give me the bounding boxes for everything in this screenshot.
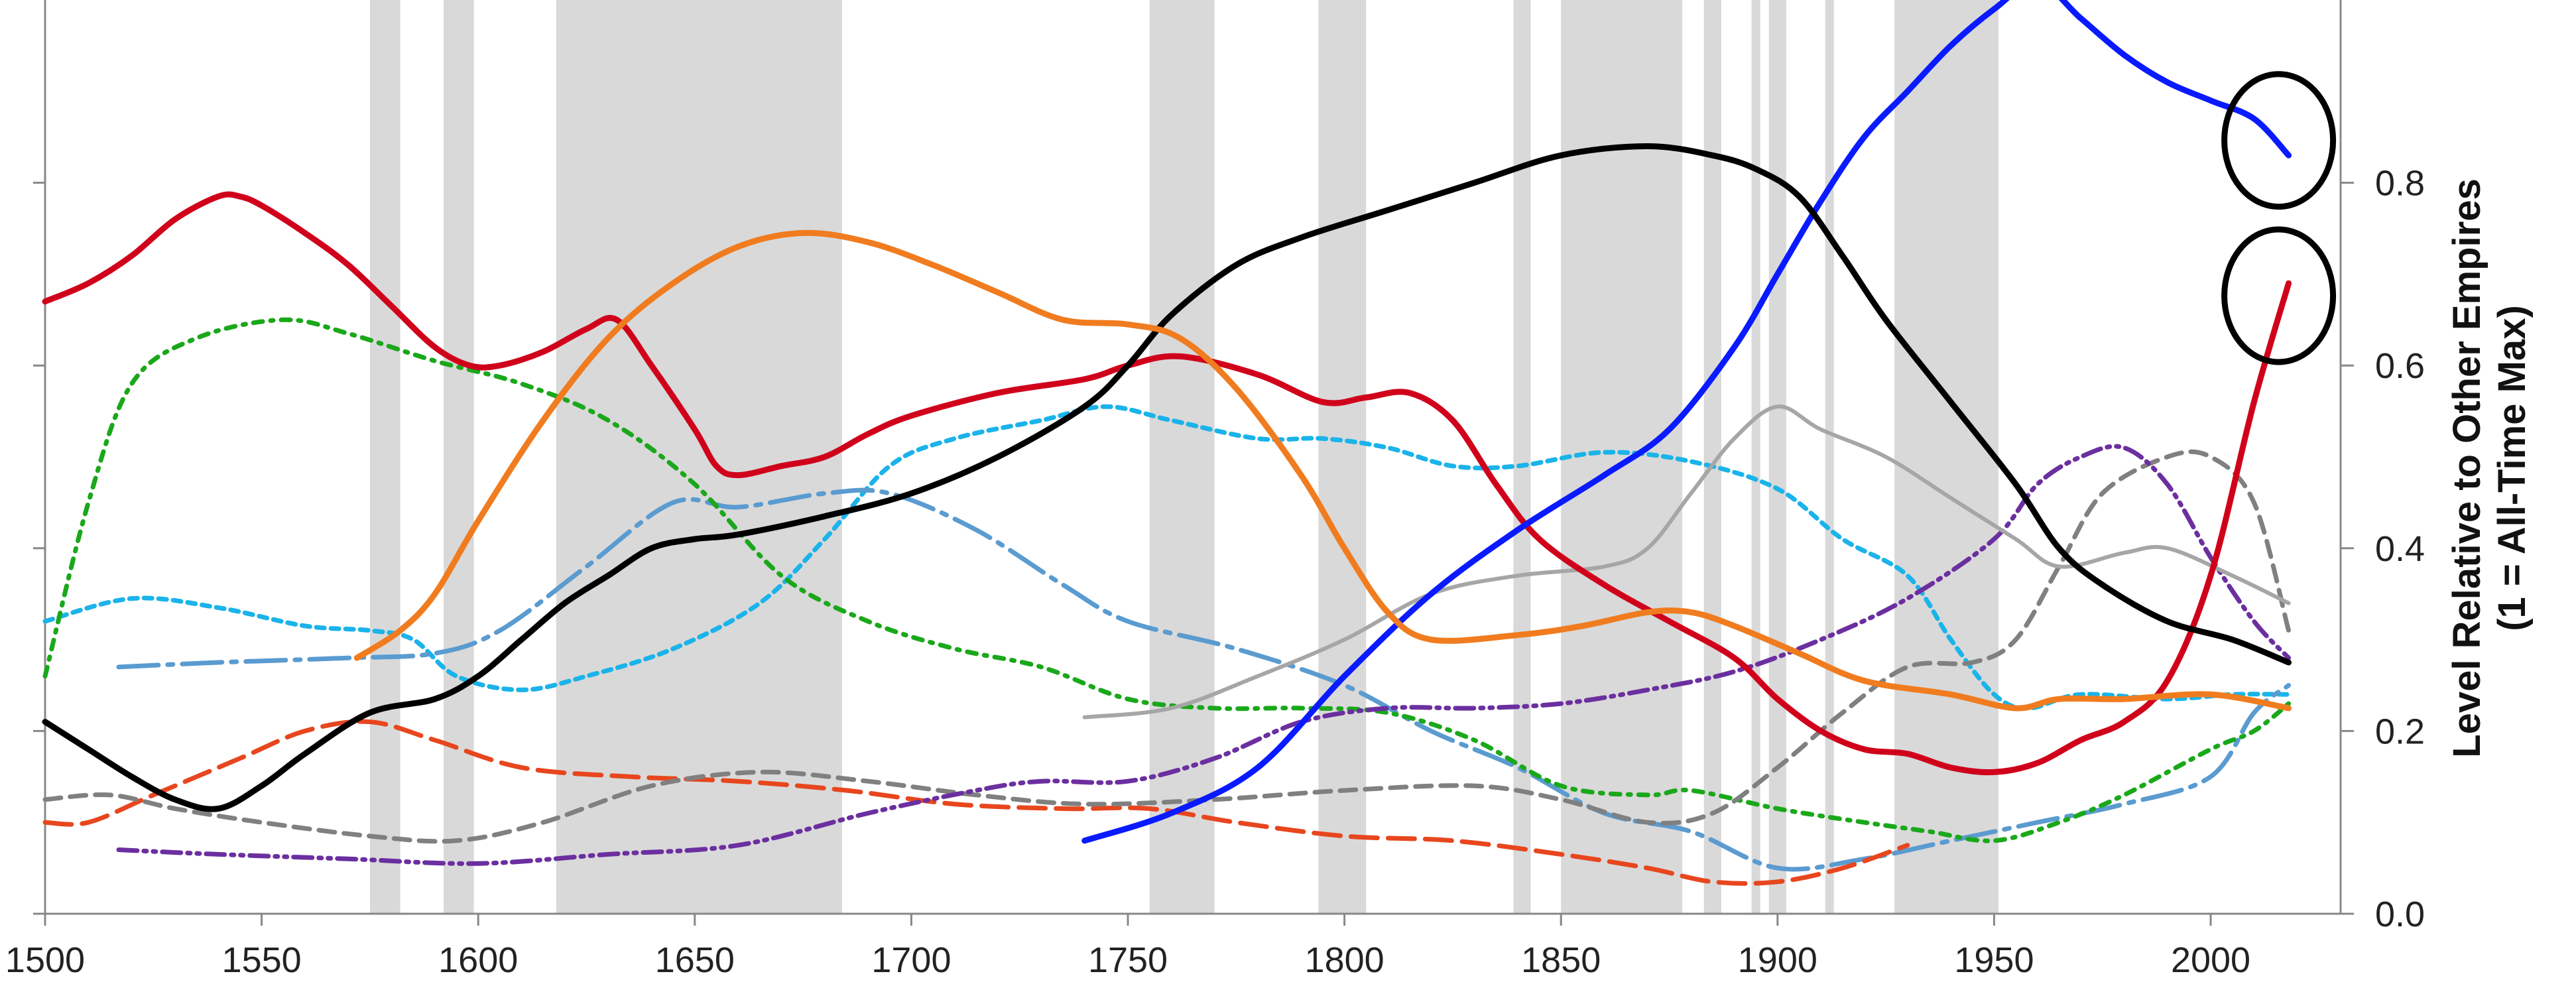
series-line-10 bbox=[116, 444, 2292, 866]
highlight-circle-1 bbox=[2221, 226, 2337, 365]
x-tick-label: 1600 bbox=[438, 940, 518, 980]
shaded-period-9 bbox=[1768, 0, 1786, 914]
shaded-periods bbox=[369, 0, 1998, 914]
shaded-period-0 bbox=[369, 0, 400, 914]
y-tick-label: 0.8 bbox=[2375, 164, 2425, 204]
series-line-5 bbox=[116, 487, 2292, 872]
y-axis-title-note: (1 = All-Time Max) bbox=[2490, 305, 2534, 631]
series-line-9 bbox=[1082, 404, 2291, 719]
x-tick-label: 2000 bbox=[2171, 940, 2250, 980]
y-axis-title-group: Level Relative to Other Empires (1 = All… bbox=[2445, 178, 2534, 758]
x-tick-label: 1900 bbox=[1738, 940, 1817, 980]
highlight-circle-0 bbox=[2221, 71, 2337, 210]
y-tick-label: 0.2 bbox=[2375, 712, 2425, 751]
series-lines bbox=[42, 0, 2292, 886]
shaded-period-11 bbox=[1894, 0, 1998, 914]
shaded-period-10 bbox=[1825, 0, 1834, 914]
series-line-1 bbox=[1081, 0, 2292, 844]
y-tick-label: 0.0 bbox=[2375, 895, 2425, 934]
series-line-8 bbox=[42, 449, 2292, 844]
shaded-period-5 bbox=[1513, 0, 1531, 914]
shaded-period-1 bbox=[443, 0, 474, 914]
series-line-2 bbox=[42, 143, 2292, 812]
x-tick-label: 1800 bbox=[1305, 940, 1384, 980]
x-tick-label: 1850 bbox=[1521, 940, 1601, 980]
shaded-period-4 bbox=[1318, 0, 1367, 914]
x-tick-label: 1700 bbox=[871, 940, 951, 980]
series-line-4 bbox=[42, 404, 2292, 711]
series-line-6 bbox=[42, 317, 2292, 843]
x-tick-label: 1500 bbox=[5, 940, 85, 980]
y-axis-title: Level Relative to Other Empires bbox=[2445, 178, 2488, 758]
series-line-7 bbox=[42, 719, 1910, 886]
series-line-0 bbox=[42, 191, 2292, 776]
x-tick-label: 1550 bbox=[222, 940, 302, 980]
series-line-3 bbox=[353, 229, 2292, 712]
x-tick-label: 1650 bbox=[655, 940, 735, 980]
shaded-period-8 bbox=[1751, 0, 1760, 914]
shaded-period-2 bbox=[556, 0, 842, 914]
y-tick-label: 0.4 bbox=[2375, 529, 2425, 569]
annotations bbox=[2221, 71, 2337, 365]
y-tick-label: 0.6 bbox=[2375, 346, 2425, 386]
x-tick-label: 1750 bbox=[1088, 940, 1168, 980]
axes: 1500 1550 1600 1650 1700 1750 1800 1850 1900 1950… bbox=[5, 0, 2425, 980]
x-tick-label: 1950 bbox=[1954, 940, 2034, 980]
